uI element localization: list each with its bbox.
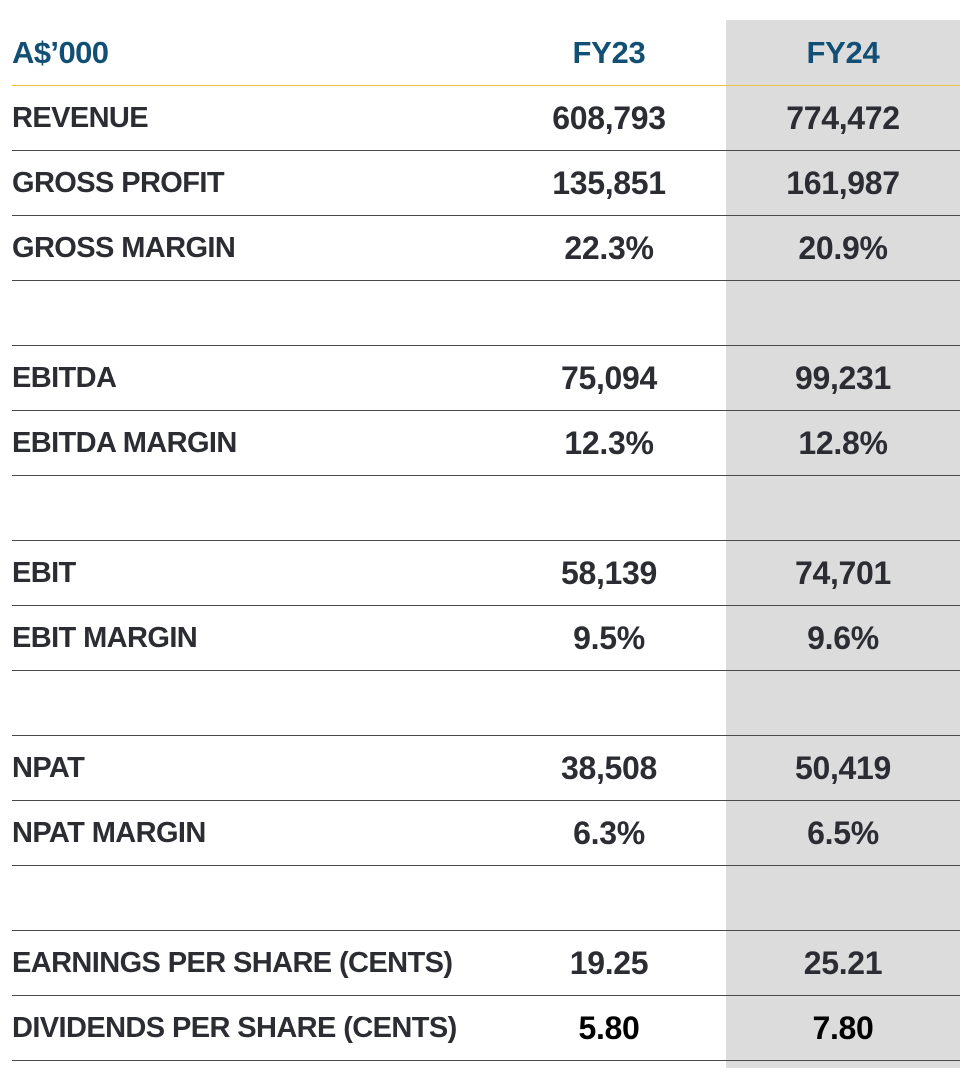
table-row-ebitda-margin: EBITDA MARGIN 12.3% 12.8%	[12, 411, 960, 476]
table-row-revenue: REVENUE 608,793 774,472	[12, 86, 960, 151]
table-row-ebit: EBIT 58,139 74,701	[12, 541, 960, 606]
table-row-ebitda: EBITDA 75,094 99,231	[12, 346, 960, 411]
header-unit-label: A$’000	[12, 34, 109, 70]
fy23-value: 608,793	[552, 99, 666, 136]
fy24-value: 99,231	[794, 359, 892, 396]
fy24-value: 20.9%	[798, 229, 888, 266]
table-header-row: A$’000 FY23 FY24	[12, 20, 960, 86]
fy23-value: 38,508	[560, 749, 658, 786]
table-row-npat-margin: NPAT MARGIN 6.3% 6.5%	[12, 801, 960, 866]
row-label: EBIT MARGIN	[12, 621, 198, 654]
fy23-value: 9.5%	[573, 619, 645, 656]
spacer-row	[12, 671, 960, 736]
fy24-value: 161,987	[786, 164, 900, 201]
spacer-row	[12, 866, 960, 931]
table-row-dps: DIVIDENDS PER SHARE (CENTS) 5.80 7.80	[12, 996, 960, 1061]
fy24-value: 7.80	[812, 1009, 874, 1046]
header-fy23: FY23	[572, 34, 646, 70]
row-label: EBIT	[12, 556, 76, 589]
fy24-value: 12.8%	[798, 424, 888, 461]
fy23-value: 5.80	[578, 1009, 640, 1046]
row-label: EBITDA	[12, 361, 117, 394]
fy23-value: 75,094	[560, 359, 658, 396]
row-label: DIVIDENDS PER SHARE (CENTS)	[12, 1011, 457, 1044]
table-row-gross-margin: GROSS MARGIN 22.3% 20.9%	[12, 216, 960, 281]
fy23-value: 22.3%	[564, 229, 654, 266]
financial-summary-table: A$’000 FY23 FY24 REVENUE 608,793 774,472…	[12, 20, 960, 1061]
spacer-row	[12, 476, 960, 541]
table-row-gross-profit: GROSS PROFIT 135,851 161,987	[12, 151, 960, 216]
spacer-row	[12, 281, 960, 346]
fy23-value: 6.3%	[573, 814, 645, 851]
fy24-value: 74,701	[794, 554, 892, 591]
fy23-value: 135,851	[552, 164, 666, 201]
row-label: NPAT MARGIN	[12, 816, 206, 849]
fy23-value: 19.25	[569, 944, 649, 981]
row-label: REVENUE	[12, 101, 149, 134]
row-label: NPAT	[12, 751, 85, 784]
fy24-value: 774,472	[786, 99, 900, 136]
row-label: EBITDA MARGIN	[12, 426, 237, 459]
row-label: GROSS MARGIN	[12, 231, 236, 264]
row-label: EARNINGS PER SHARE (CENTS)	[12, 946, 453, 979]
fy24-value: 6.5%	[807, 814, 879, 851]
fy24-value: 25.21	[803, 944, 883, 981]
table-row-npat: NPAT 38,508 50,419	[12, 736, 960, 801]
fy24-value: 50,419	[794, 749, 892, 786]
fy23-value: 12.3%	[564, 424, 654, 461]
table-row-ebit-margin: EBIT MARGIN 9.5% 9.6%	[12, 606, 960, 671]
row-label: GROSS PROFIT	[12, 166, 225, 199]
header-fy24: FY24	[806, 34, 880, 70]
table-row-eps: EARNINGS PER SHARE (CENTS) 19.25 25.21	[12, 931, 960, 996]
fy24-value: 9.6%	[807, 619, 879, 656]
fy24-column-highlight	[726, 20, 960, 1068]
fy23-value: 58,139	[560, 554, 658, 591]
